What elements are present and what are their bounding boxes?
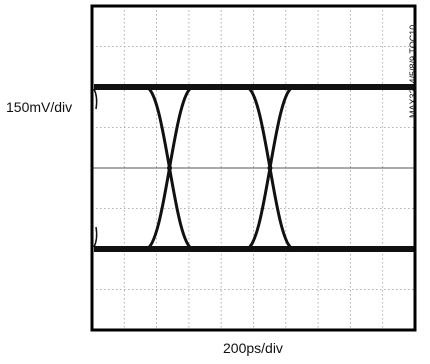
part-number-label: MAX3264/5/8/9 TOC10 <box>408 24 418 118</box>
y-axis-scale-label: 150mV/div <box>6 99 73 115</box>
eye-crossing-point <box>267 165 273 171</box>
eye-crossing-point <box>167 165 173 171</box>
x-axis-scale-label: 200ps/div <box>223 340 283 356</box>
left-edge-trace-fragment <box>93 226 98 248</box>
plot-frame <box>90 4 417 332</box>
left-edge-trace-fragment <box>93 88 98 110</box>
